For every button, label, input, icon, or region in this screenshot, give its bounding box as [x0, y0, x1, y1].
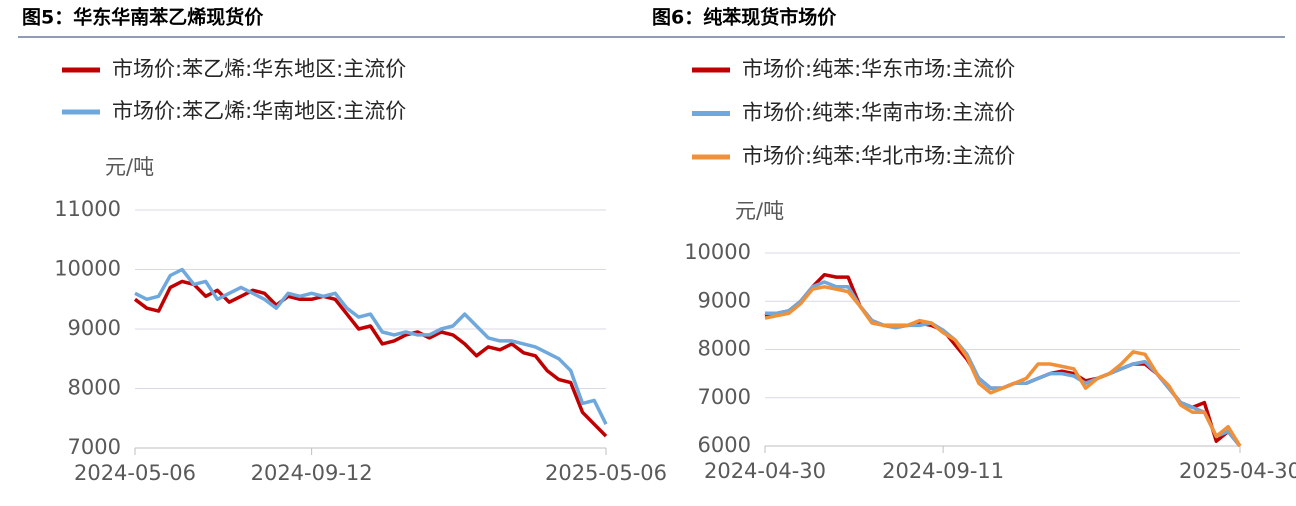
y-axis-label: 元/吨	[735, 199, 784, 223]
y-tick-label: 6000	[698, 433, 751, 457]
chart-title: 图6：纯苯现货市场价	[652, 6, 837, 29]
series-line	[134, 267, 608, 425]
series-line	[133, 279, 608, 438]
legend-label: 市场价:苯乙烯:华南地区:主流价	[112, 99, 406, 123]
legend-label: 市场价:纯苯:华北市场:主流价	[742, 144, 1015, 168]
y-tick-label: 8000	[698, 337, 751, 361]
y-tick-label: 8000	[68, 376, 121, 400]
x-tick-label: 2024-09-11	[882, 459, 1004, 483]
y-tick-label: 10000	[54, 257, 121, 281]
x-tick-label: 2024-05-06	[74, 461, 196, 485]
x-tick-label: 2024-09-12	[251, 461, 373, 485]
x-tick-label: 2025-05-06	[545, 461, 667, 485]
y-tick-label: 11000	[54, 197, 121, 221]
series-line	[764, 285, 1242, 447]
legend-label: 市场价:纯苯:华南市场:主流价	[742, 101, 1015, 125]
y-tick-label: 7000	[68, 435, 121, 459]
chart-title: 图5：华东华南苯乙烯现货价	[22, 6, 264, 29]
y-tick-label: 7000	[698, 385, 751, 409]
x-tick-label: 2025-04-30	[1179, 459, 1296, 483]
y-tick-label: 10000	[684, 240, 751, 264]
y-tick-label: 9000	[68, 316, 121, 340]
legend-label: 市场价:苯乙烯:华东地区:主流价	[112, 57, 406, 81]
y-tick-label: 9000	[698, 288, 751, 312]
legend-label: 市场价:纯苯:华东市场:主流价	[742, 57, 1015, 81]
series-line	[765, 280, 1242, 448]
x-tick-label: 2024-04-30	[704, 459, 826, 483]
series-line	[764, 272, 1242, 448]
y-axis-label: 元/吨	[105, 155, 154, 179]
